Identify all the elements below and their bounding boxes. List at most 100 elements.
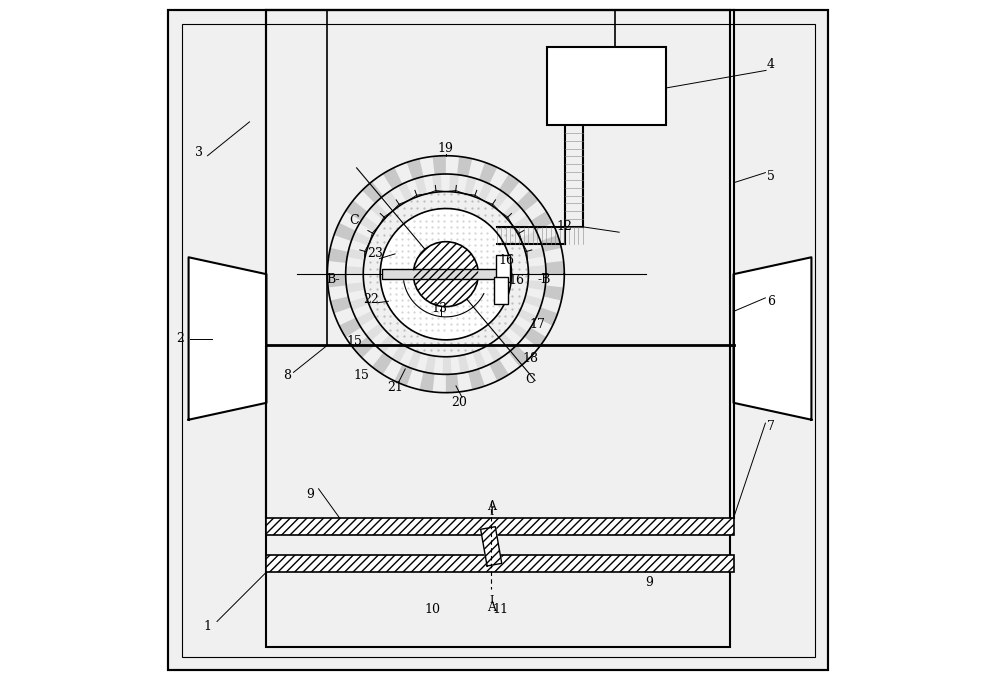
- Polygon shape: [330, 297, 351, 313]
- Polygon shape: [408, 351, 421, 370]
- Polygon shape: [517, 190, 538, 212]
- Text: 2: 2: [177, 332, 184, 345]
- Polygon shape: [499, 174, 520, 196]
- Bar: [266, 10, 730, 647]
- Polygon shape: [503, 202, 521, 220]
- Polygon shape: [464, 177, 476, 196]
- Polygon shape: [189, 257, 266, 420]
- Text: C: C: [350, 213, 359, 227]
- Polygon shape: [394, 364, 413, 386]
- Polygon shape: [520, 231, 540, 245]
- Polygon shape: [544, 286, 564, 301]
- Polygon shape: [489, 359, 509, 381]
- Text: 1: 1: [204, 619, 212, 633]
- Polygon shape: [370, 202, 388, 220]
- Text: 18: 18: [522, 352, 538, 366]
- Polygon shape: [513, 215, 532, 232]
- Text: 17: 17: [529, 318, 545, 332]
- Polygon shape: [443, 357, 452, 374]
- Bar: [266, 518, 734, 535]
- Polygon shape: [498, 333, 516, 351]
- Bar: [496, 255, 510, 282]
- Polygon shape: [392, 344, 408, 363]
- Polygon shape: [383, 191, 400, 210]
- Polygon shape: [365, 324, 384, 341]
- Circle shape: [380, 209, 512, 340]
- Text: 7: 7: [767, 420, 775, 433]
- Polygon shape: [486, 343, 502, 362]
- Text: 10: 10: [424, 603, 440, 616]
- Text: 8: 8: [283, 369, 291, 383]
- Polygon shape: [545, 261, 564, 274]
- Text: 3: 3: [195, 146, 203, 159]
- Polygon shape: [449, 174, 459, 192]
- Polygon shape: [433, 156, 446, 175]
- Polygon shape: [377, 334, 395, 353]
- Polygon shape: [536, 307, 558, 326]
- Text: 15: 15: [347, 335, 362, 349]
- Bar: [266, 555, 734, 572]
- Polygon shape: [339, 318, 361, 337]
- Polygon shape: [334, 223, 356, 241]
- Polygon shape: [531, 211, 553, 231]
- Text: 15: 15: [353, 369, 369, 383]
- Polygon shape: [446, 374, 459, 393]
- Polygon shape: [517, 309, 537, 324]
- Text: 9: 9: [645, 575, 653, 589]
- Bar: [494, 276, 508, 303]
- Text: C: C: [526, 372, 535, 386]
- Text: 22: 22: [363, 292, 379, 306]
- Polygon shape: [352, 232, 371, 246]
- Polygon shape: [372, 353, 393, 374]
- Bar: [266, 518, 734, 535]
- Polygon shape: [346, 200, 368, 221]
- Circle shape: [413, 242, 478, 307]
- Polygon shape: [479, 162, 497, 184]
- Polygon shape: [478, 182, 493, 201]
- Polygon shape: [481, 527, 502, 566]
- Polygon shape: [524, 295, 543, 308]
- Text: 21: 21: [387, 380, 403, 394]
- Polygon shape: [524, 328, 546, 348]
- Text: 6: 6: [767, 294, 775, 308]
- Polygon shape: [414, 177, 427, 196]
- Polygon shape: [509, 322, 528, 339]
- Text: 16: 16: [499, 254, 515, 267]
- Polygon shape: [458, 355, 469, 373]
- Text: I: I: [489, 596, 493, 605]
- Text: 23: 23: [367, 247, 383, 261]
- Polygon shape: [356, 311, 375, 326]
- Polygon shape: [346, 266, 364, 275]
- Polygon shape: [383, 167, 402, 190]
- Polygon shape: [327, 274, 346, 288]
- Polygon shape: [457, 156, 472, 177]
- Circle shape: [327, 156, 564, 393]
- Text: I: I: [489, 508, 493, 517]
- Text: -B: -B: [537, 273, 551, 286]
- Polygon shape: [472, 350, 486, 369]
- Polygon shape: [525, 248, 544, 259]
- Text: 16: 16: [509, 274, 525, 288]
- Polygon shape: [407, 158, 424, 179]
- Polygon shape: [491, 190, 508, 209]
- Polygon shape: [468, 369, 485, 390]
- Bar: [266, 555, 734, 572]
- Text: 13: 13: [431, 301, 447, 315]
- Polygon shape: [362, 181, 383, 203]
- Bar: [382, 269, 509, 279]
- Polygon shape: [328, 248, 348, 263]
- Text: B-: B-: [326, 273, 340, 286]
- Polygon shape: [508, 345, 530, 367]
- Polygon shape: [419, 372, 435, 392]
- Polygon shape: [425, 355, 436, 374]
- Polygon shape: [398, 182, 413, 202]
- Polygon shape: [540, 235, 561, 252]
- Polygon shape: [350, 297, 369, 310]
- Text: 5: 5: [767, 169, 775, 183]
- Text: 4: 4: [767, 58, 775, 71]
- Text: 19: 19: [438, 142, 454, 156]
- Polygon shape: [347, 248, 366, 260]
- Polygon shape: [734, 257, 811, 420]
- Polygon shape: [346, 282, 365, 293]
- Bar: [547, 47, 666, 125]
